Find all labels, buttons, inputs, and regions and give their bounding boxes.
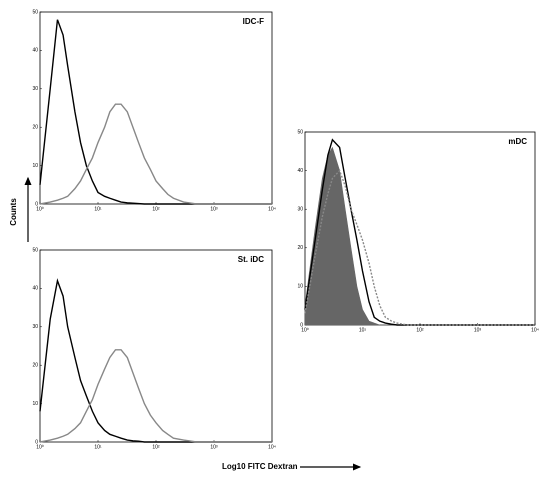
y-tick-label: 40	[32, 48, 38, 54]
histogram-line	[39, 278, 272, 443]
panel-title: mDC	[508, 137, 527, 146]
x-tick-label: 10⁰	[36, 444, 44, 450]
x-tick-label: 10³	[474, 327, 482, 333]
y-tick-label: 0	[35, 439, 38, 445]
y-tick-label: 30	[32, 324, 38, 330]
y-tick-label: 20	[297, 245, 303, 251]
x-tick-label: 10²	[416, 327, 424, 333]
panel-title: IDC-F	[243, 17, 264, 26]
x-tick-label: 10²	[152, 206, 160, 212]
x-tick-label: 10⁴	[531, 327, 539, 333]
x-tick-label: 10⁴	[268, 206, 276, 212]
y-tick-label: 30	[32, 86, 38, 92]
x-tick-label: 10¹	[94, 206, 102, 212]
histogram-line	[39, 19, 272, 205]
x-tick-label: 10²	[152, 444, 160, 450]
x-tick-label: 10³	[210, 206, 218, 212]
y-tick-label: 10	[32, 163, 38, 169]
histogram-line	[39, 349, 272, 443]
x-tick-label: 10¹	[94, 444, 102, 450]
y-tick-label: 40	[297, 168, 303, 174]
y-tick-label: 20	[32, 363, 38, 369]
y-axis-label: Counts	[9, 198, 18, 226]
y-tick-label: 0	[300, 322, 303, 328]
histogram-area	[304, 146, 535, 326]
histogram-line	[39, 103, 272, 205]
x-tick-label: 10⁴	[268, 444, 276, 450]
y-tick-label: 40	[32, 286, 38, 292]
x-axis-label: Log10 FITC Dextran	[222, 462, 298, 471]
y-tick-label: 20	[32, 125, 38, 131]
histogram-line	[304, 169, 535, 326]
y-tick-label: 30	[297, 207, 303, 213]
y-tick-label: 50	[297, 129, 303, 135]
y-tick-label: 50	[32, 9, 38, 15]
y-tick-label: 50	[32, 247, 38, 253]
x-tick-label: 10⁰	[36, 206, 44, 212]
y-tick-label: 10	[32, 401, 38, 407]
y-tick-label: 0	[35, 201, 38, 207]
panel-title: St. iDC	[238, 255, 264, 264]
x-tick-label: 10¹	[359, 327, 367, 333]
plot-frame	[39, 249, 273, 443]
x-tick-label: 10⁰	[301, 327, 309, 333]
y-tick-label: 10	[297, 284, 303, 290]
x-tick-label: 10³	[210, 444, 218, 450]
